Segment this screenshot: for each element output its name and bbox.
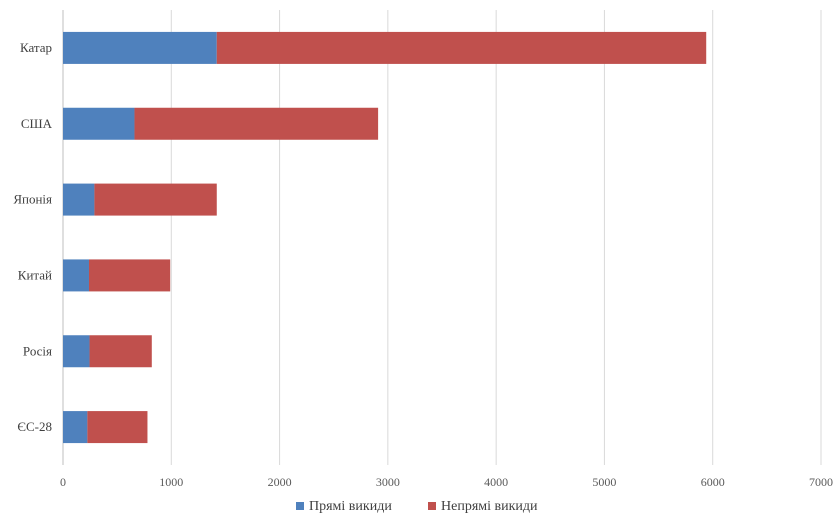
x-tick-label: 4000 xyxy=(484,475,508,489)
legend-swatch-direct xyxy=(296,502,304,510)
bar-direct-emissions xyxy=(63,259,89,292)
y-axis-category-labels: Катар США Японія Китай Росія ЄС-28 xyxy=(13,40,52,434)
bar-direct-emissions xyxy=(63,335,90,368)
category-label: Росія xyxy=(23,343,52,358)
x-tick-label: 7000 xyxy=(809,475,833,489)
bar-direct-emissions xyxy=(63,31,217,64)
bar-indirect-emissions xyxy=(88,259,171,292)
x-axis-tick-labels: 0 1000 2000 3000 4000 5000 6000 7000 xyxy=(60,475,833,489)
bar-indirect-emissions xyxy=(94,183,217,216)
category-label: ЄС-28 xyxy=(17,419,52,434)
x-tick-label: 2000 xyxy=(268,475,292,489)
category-label: Японія xyxy=(13,192,52,207)
category-label: США xyxy=(21,116,53,131)
bar-indirect-emissions xyxy=(87,411,148,444)
bars xyxy=(63,31,707,444)
bar-direct-emissions xyxy=(63,183,95,216)
category-label: Китай xyxy=(18,267,52,282)
bar-direct-emissions xyxy=(63,107,135,140)
gridlines xyxy=(62,10,822,465)
x-tick-label: 6000 xyxy=(701,475,725,489)
bar-direct-emissions xyxy=(63,411,88,444)
legend-label-indirect: Непрямі викиди xyxy=(441,499,538,514)
bar-indirect-emissions xyxy=(134,107,379,140)
legend-swatch-indirect xyxy=(428,502,436,510)
category-label: Катар xyxy=(20,40,52,55)
bar-indirect-emissions xyxy=(216,31,707,64)
legend-label-direct: Прямі викиди xyxy=(309,499,392,514)
bar-indirect-emissions xyxy=(89,335,152,368)
legend: Прямі викиди Непрямі викиди xyxy=(296,499,538,514)
x-tick-label: 5000 xyxy=(592,475,616,489)
x-tick-label: 1000 xyxy=(159,475,183,489)
x-tick-label: 3000 xyxy=(376,475,400,489)
x-tick-label: 0 xyxy=(60,475,66,489)
